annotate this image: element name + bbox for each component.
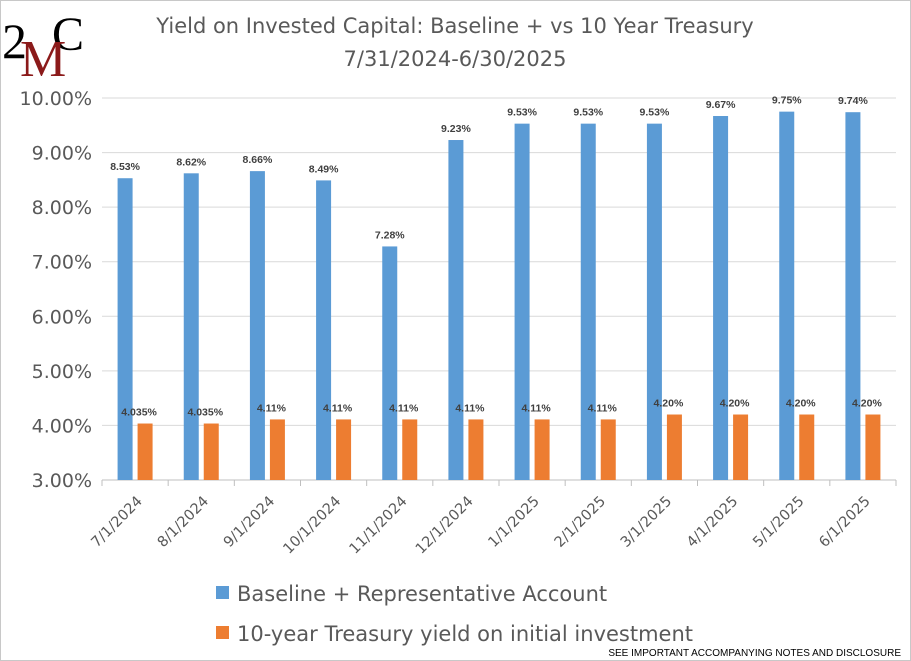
x-tick-label: 8/1/2024 (155, 494, 212, 551)
y-tick-label: 5.00% (32, 361, 92, 383)
data-label-baseline: 8.62% (176, 156, 206, 168)
data-label-baseline: 8.49% (309, 163, 339, 175)
y-tick-label: 10.00% (20, 88, 92, 110)
data-label-treasury: 4.20% (720, 398, 750, 410)
bar-treasury (468, 419, 484, 480)
disclosure-note: SEE IMPORTANT ACCOMPANYING NOTES AND DIS… (608, 648, 901, 659)
data-label-treasury: 4.11% (323, 402, 353, 414)
x-tick-label: 9/1/2024 (221, 494, 278, 551)
bar-baseline (249, 171, 265, 480)
logo-c: C (52, 8, 84, 61)
data-label-treasury: 4.11% (389, 402, 419, 414)
data-label-baseline: 9.67% (706, 99, 736, 111)
chart-title: Yield on Invested Capital: Baseline + vs… (155, 14, 753, 38)
x-tick-label: 4/1/2025 (684, 494, 741, 551)
logo-2: 2 (2, 13, 27, 69)
bar-treasury (137, 423, 153, 480)
bar-baseline (183, 173, 199, 480)
data-label-baseline: 9.53% (640, 107, 670, 119)
x-tick-label: 11/1/2024 (347, 494, 411, 558)
bar-baseline (845, 112, 861, 480)
legend: Baseline + Representative Account 10-yea… (216, 582, 693, 646)
bar-treasury (733, 414, 749, 480)
legend-swatch-baseline (216, 586, 229, 599)
data-label-treasury: 4.20% (786, 398, 816, 410)
x-axis-ticks: 7/1/2024 8/1/2024 9/1/2024 10/1/2024 11/1/20… (89, 494, 874, 558)
x-tick-label: 3/1/2025 (618, 494, 675, 551)
bar-baseline (117, 178, 133, 480)
x-tick-label: 1/1/2025 (486, 494, 543, 551)
bar-baseline (580, 123, 596, 481)
legend-swatch-treasury (216, 626, 229, 639)
bar-treasury (402, 419, 418, 480)
data-label-treasury: 4.11% (521, 402, 551, 414)
data-label-baseline: 8.66% (243, 154, 273, 166)
logo-m: M (20, 31, 66, 88)
data-label-treasury: 4.11% (588, 402, 618, 414)
y-tick-label: 4.00% (32, 415, 92, 437)
data-label-treasury: 4.20% (654, 398, 684, 410)
x-tick-label: 5/1/2025 (750, 494, 807, 551)
data-label-baseline: 8.53% (110, 161, 140, 173)
y-axis-ticks: 3.00% 4.00% 5.00% 6.00% 7.00% 8.00% 9.00% 10.00… (20, 88, 92, 492)
y-tick-label: 7.00% (32, 252, 92, 274)
data-label-treasury: 4.035% (187, 407, 223, 419)
bars (117, 111, 881, 481)
bar-treasury (534, 419, 550, 480)
x-tick-label: 10/1/2024 (281, 494, 345, 558)
bar-baseline (316, 180, 332, 480)
bar-baseline (514, 123, 530, 481)
gridlines (101, 97, 897, 486)
bar-treasury (799, 414, 815, 480)
data-label-baseline: 9.53% (507, 107, 537, 119)
x-tick-label: 6/1/2025 (816, 494, 873, 551)
data-label-treasury: 4.20% (852, 398, 882, 410)
bar-treasury (600, 419, 616, 480)
logo: 2 C M (2, 8, 84, 88)
bar-treasury (336, 419, 352, 480)
data-label-baseline: 7.28% (375, 229, 405, 241)
x-tick-label: 2/1/2025 (552, 494, 609, 551)
data-label-baseline: 9.23% (441, 123, 471, 135)
chart-subtitle: 7/31/2024-6/30/2025 (344, 47, 567, 71)
bar-baseline (448, 140, 464, 480)
data-label-baseline: 9.53% (573, 107, 603, 119)
x-tick-label: 7/1/2024 (89, 494, 146, 551)
bar-treasury (666, 414, 682, 480)
y-tick-label: 9.00% (32, 143, 92, 165)
bar-treasury (269, 419, 285, 480)
bar-treasury (203, 423, 219, 480)
bar-baseline (646, 123, 662, 481)
x-tick-label: 12/1/2024 (413, 494, 477, 558)
data-label-baseline: 9.75% (772, 95, 802, 107)
data-labels: 8.53% 4.035% 8.62% 4.035% 8.66% 4.11% 8.49% 4.1… (110, 95, 882, 419)
data-label-treasury: 4.035% (121, 407, 157, 419)
data-label-baseline: 9.74% (838, 95, 868, 107)
y-tick-label: 8.00% (32, 197, 92, 219)
legend-label-baseline: Baseline + Representative Account (237, 582, 607, 606)
y-tick-label: 3.00% (32, 470, 92, 492)
legend-label-treasury: 10-year Treasury yield on initial invest… (237, 622, 693, 646)
bar-treasury (865, 414, 881, 480)
bar-baseline (779, 111, 795, 481)
bar-baseline (382, 246, 398, 480)
data-label-treasury: 4.11% (455, 402, 485, 414)
y-tick-label: 6.00% (32, 306, 92, 328)
bar-baseline (713, 116, 729, 480)
data-label-treasury: 4.11% (257, 402, 287, 414)
